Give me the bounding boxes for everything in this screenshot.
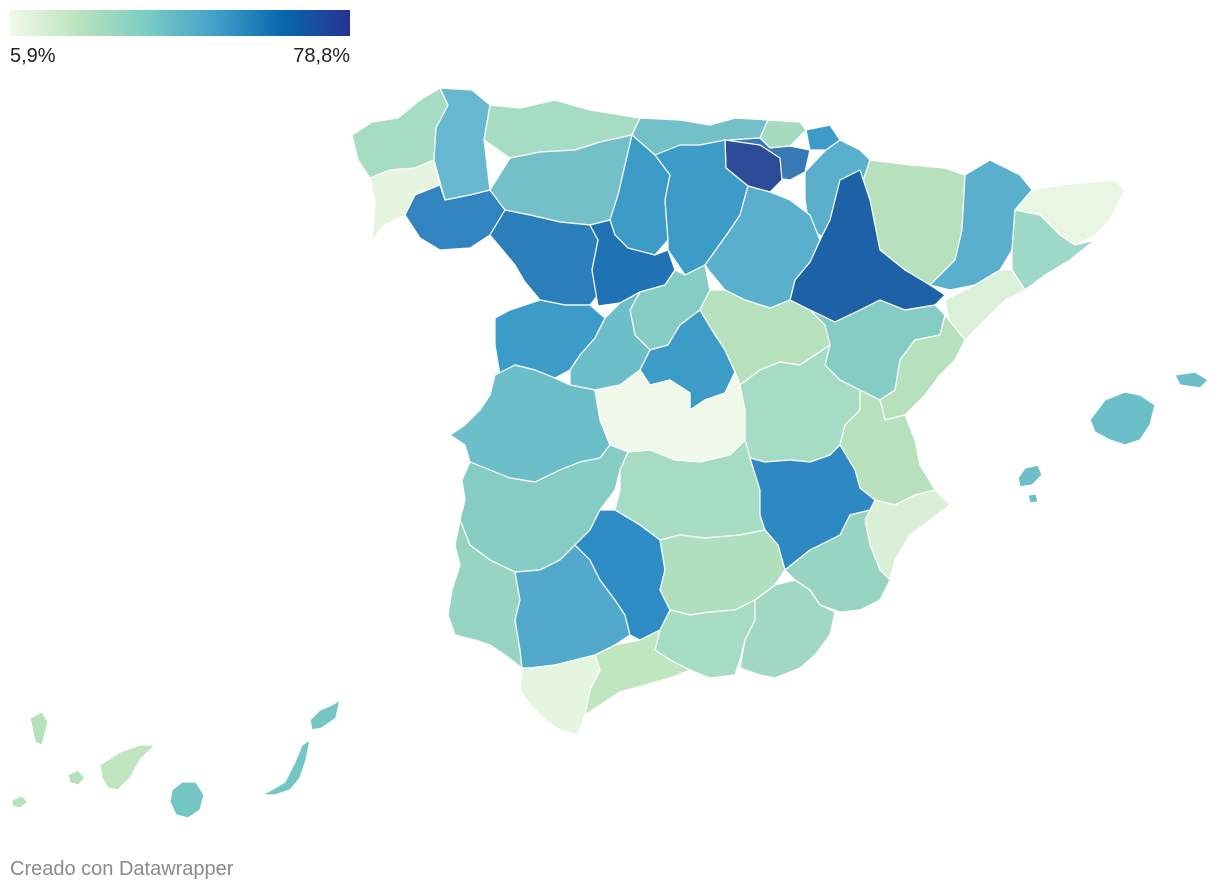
province-barcelona[interactable]	[1011, 209, 1096, 291]
province-formentera[interactable]	[1027, 493, 1039, 504]
province-soria[interactable]	[704, 185, 821, 309]
province-fuerteventura[interactable]	[261, 739, 311, 796]
color-legend: 5,9% 78,8%	[10, 10, 350, 71]
province-menorca[interactable]	[1174, 371, 1209, 389]
province-la-gomera[interactable]	[67, 769, 86, 786]
legend-min-label: 5,9%	[10, 45, 56, 67]
province-gran-canaria[interactable]	[169, 781, 205, 819]
province-malaga[interactable]	[584, 629, 691, 716]
datawrapper-credit: Creado con Datawrapper	[10, 858, 234, 880]
province-ibiza[interactable]	[1017, 464, 1043, 488]
province-bizkaia[interactable]	[759, 119, 807, 149]
province-la-palma[interactable]	[29, 711, 49, 746]
province-zamora[interactable]	[489, 209, 599, 306]
province-tarragona[interactable]	[944, 269, 1026, 341]
legend-max-label: 78,8%	[293, 45, 350, 67]
province-almeria[interactable]	[739, 579, 836, 679]
province-huelva[interactable]	[447, 519, 523, 669]
province-mallorca[interactable]	[1089, 391, 1156, 446]
province-tenerife[interactable]	[99, 744, 156, 791]
province-el-hierro[interactable]	[11, 795, 29, 809]
province-lanzarote[interactable]	[309, 699, 341, 731]
legend-gradient-bar	[10, 10, 350, 36]
